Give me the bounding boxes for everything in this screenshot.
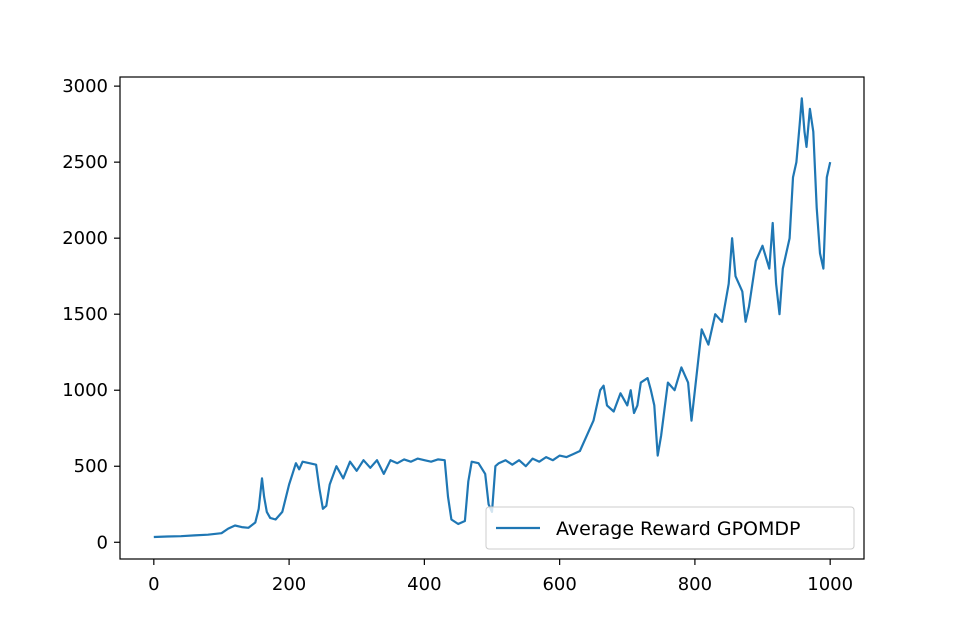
x-tick-label: 600 <box>542 574 576 595</box>
x-tick-label: 400 <box>407 574 441 595</box>
plot-frame <box>119 76 865 560</box>
y-tick-label: 3000 <box>62 76 108 97</box>
plot-content <box>153 97 832 539</box>
x-tick-label: 0 <box>148 574 159 595</box>
y-axis: 0 500 1000 1500 2000 2500 3000 <box>62 76 120 553</box>
y-tick-label: 2500 <box>62 152 108 173</box>
y-tick-label: 1000 <box>62 380 108 401</box>
x-tick-label: 1000 <box>807 574 853 595</box>
series-line-0 <box>153 97 832 539</box>
y-tick-label: 0 <box>97 532 108 553</box>
x-tick-label: 200 <box>272 574 306 595</box>
legend: Average Reward GPOMDP <box>485 506 855 550</box>
legend-entry-label: Average Reward GPOMDP <box>556 518 800 540</box>
y-tick-label: 2000 <box>62 228 108 249</box>
x-tick-label: 800 <box>678 574 712 595</box>
y-tick-label: 1500 <box>62 304 108 325</box>
x-axis: 0 200 400 600 800 1000 <box>148 559 853 595</box>
legend-box <box>485 506 855 550</box>
y-tick-label: 500 <box>74 456 108 477</box>
